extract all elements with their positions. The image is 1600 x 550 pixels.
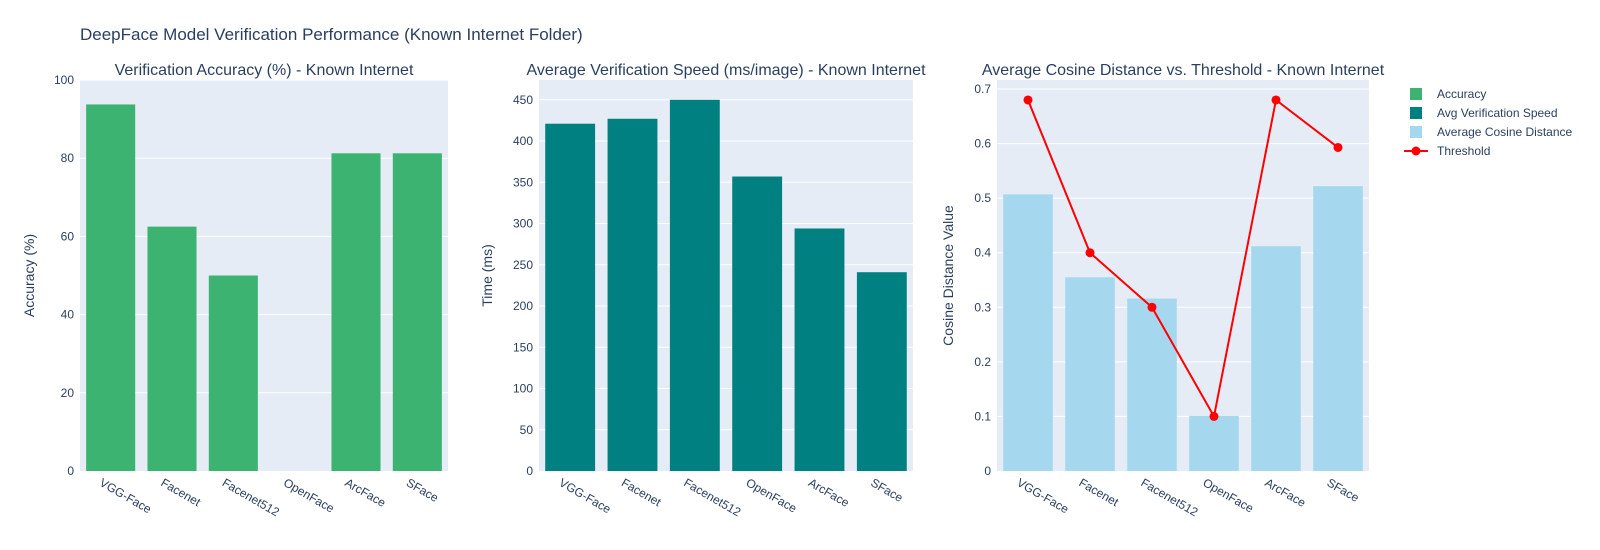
subplot-title: Average Verification Speed (ms/image) - … [526,62,926,79]
y-tick-label: 0 [526,464,533,478]
y-tick-label: 0.7 [974,82,991,96]
y-tick-label: 0 [984,464,991,478]
threshold-point [1209,411,1219,421]
bar-arcface [1251,246,1301,471]
y-tick-label: 150 [513,340,533,354]
y-tick-label: 50 [520,423,534,437]
legend-label: Accuracy [1437,87,1486,101]
bar-openface [732,176,783,471]
bar-facenet [607,118,658,471]
bar-facenet [147,226,197,471]
y-axis-title: Cosine Distance Value [940,205,956,346]
y-tick-label: 0.4 [974,246,991,260]
threshold-point [1085,248,1095,258]
bar-vgg-face [86,104,136,471]
legend: Accuracy Avg Verification Speed Average Co… [1404,87,1573,158]
y-tick-label: 60 [61,229,75,243]
bar-facenet [1065,277,1115,471]
bar-vgg-face [545,123,596,471]
bar-facenet512 [669,99,720,471]
y-tick-label: 300 [513,217,533,231]
y-tick-label: 80 [61,151,75,165]
y-tick-label: 100 [513,382,533,396]
bar-sface [856,272,907,471]
x-tick-label: ArcFace [343,475,389,510]
y-tick-label: 250 [513,258,533,272]
y-tick-label: 0.2 [974,355,991,369]
subplot-title: Average Cosine Distance vs. Threshold - … [982,62,1385,79]
x-tick-label: SFace [1325,475,1362,505]
x-tick-label: ArcFace [1263,475,1309,510]
bar-arcface [331,153,381,471]
y-tick-label: 100 [54,73,74,87]
threshold-point [1023,95,1033,105]
x-tick-label: VGG-Face [1015,475,1072,516]
legend-swatch [1410,126,1422,138]
x-tick-label: SFace [404,475,441,505]
x-tick-label: OpenFace [744,475,800,515]
x-tick-label: OpenFace [281,475,337,515]
y-tick-label: 450 [513,93,533,107]
y-tick-label: 0.6 [974,137,991,151]
y-tick-label: 20 [61,386,75,400]
bar-vgg-face [1003,194,1053,471]
plot-background [80,80,448,471]
x-tick-label: VGG-Face [97,475,154,516]
bar-sface [392,153,442,471]
legend-label: Threshold [1437,144,1490,158]
chart-panel-3: 0 0.1 0.2 0.3 0.4 0.5 0.6 0.7 VGG-Face Facenet Fac… [940,62,1385,519]
bar-sface [1313,186,1363,471]
threshold-point [1333,142,1343,152]
y-tick-label: 200 [513,299,533,313]
bar-facenet512 [1127,298,1177,471]
x-tick-label: Facenet [1077,475,1122,509]
legend-marker [1411,146,1421,156]
threshold-point [1147,302,1157,312]
plot-background [539,80,913,471]
x-tick-label: VGG-Face [557,475,614,516]
y-tick-label: 0.5 [974,191,991,205]
plot-background [997,80,1369,471]
x-tick-label: OpenFace [1201,475,1257,515]
threshold-point [1271,95,1281,105]
y-tick-label: 40 [61,308,75,322]
y-tick-label: 0 [67,464,74,478]
bar-arcface [794,228,845,471]
figure-title: DeepFace Model Verification Performance … [80,25,583,44]
x-tick-label: SFace [868,475,905,505]
subplot-title: Verification Accuracy (%) - Known Intern… [115,62,414,79]
legend-label: Average Cosine Distance [1437,125,1573,139]
x-tick-label: Facenet512 [220,475,282,519]
x-tick-label: Facenet [619,475,664,509]
y-tick-label: 400 [513,134,533,148]
y-tick-label: 350 [513,175,533,189]
bar-openface [1189,415,1239,471]
y-axis-title: Time (ms) [479,244,495,306]
legend-swatch [1410,88,1422,100]
y-tick-label: 0.1 [974,409,991,423]
legend-swatch [1410,107,1422,119]
x-tick-label: Facenet [159,475,204,509]
x-tick-label: Facenet512 [1139,475,1201,519]
chart-panel-1: 0 20 40 60 80 100 VGG-Face Facenet Facenet512 Ope… [21,62,448,519]
threshold-line [1027,98,1339,420]
legend-label: Avg Verification Speed [1437,106,1558,120]
y-axis-title: Accuracy (%) [21,234,37,317]
x-tick-label: Facenet512 [681,475,743,519]
y-tick-label: 0.3 [974,300,991,314]
bar-facenet512 [208,275,258,471]
x-tick-label: ArcFace [806,475,852,510]
